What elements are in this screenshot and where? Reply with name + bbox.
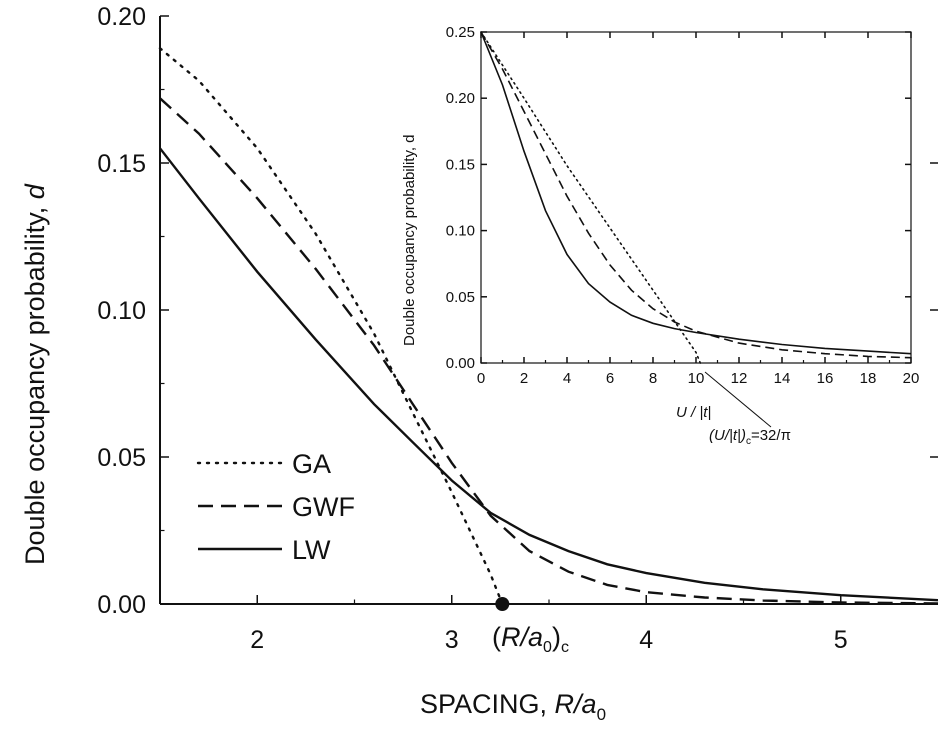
inset-y-tick-label: 0.20 bbox=[446, 90, 475, 107]
main-y-tick-label: 0.05 bbox=[97, 444, 146, 472]
inset-x-tick-label: 10 bbox=[688, 370, 705, 387]
inset-x-tick-label: 20 bbox=[903, 370, 920, 387]
main-y-tick-label: 0.10 bbox=[97, 297, 146, 325]
inset-x-tick-label: 2 bbox=[520, 370, 528, 387]
inset-x-tick-label: 6 bbox=[606, 370, 614, 387]
inset-x-tick-label: 16 bbox=[817, 370, 834, 387]
main-series-lines bbox=[158, 47, 938, 606]
inset-series-lw bbox=[480, 31, 912, 355]
inset-x-tick-label: 4 bbox=[563, 370, 571, 387]
main-x-tick-label: 3 bbox=[445, 626, 459, 654]
inset-y-tick-label: 0.00 bbox=[446, 355, 475, 372]
inset-ticks: 0 2 4 6 8 10 12 14 16 18 20 0.00 0.05 0.10 0.15 0.20 0.2… bbox=[446, 24, 920, 387]
main-x-tick-label: 5 bbox=[834, 626, 848, 654]
inset-y-tick-label: 0.05 bbox=[446, 289, 475, 306]
main-y-tick-label: 0.00 bbox=[97, 591, 146, 619]
inset-chart: 0 2 4 6 8 10 12 14 16 18 20 0.00 0.05 0.10 0.15 0.20 0.2… bbox=[401, 24, 919, 447]
inset-y-tick-label: 0.10 bbox=[446, 223, 475, 240]
main-series-lw bbox=[159, 147, 938, 602]
annotation-leader-line bbox=[704, 371, 772, 428]
legend: GA GWF LW bbox=[196, 449, 355, 565]
inset-x-tick-label: 8 bbox=[649, 370, 657, 387]
main-chart: 2 3 4 5 0.00 0.05 0.10 0.15 0.20 (R/a0)c SPACING… bbox=[20, 3, 938, 724]
inset-series-ga bbox=[480, 31, 702, 364]
inset-y-tick-label: 0.15 bbox=[446, 156, 475, 173]
main-y-axis-label: Double occupancy probability, d bbox=[20, 183, 50, 565]
inset-series-lines bbox=[480, 31, 912, 364]
main-x-tick-label: 2 bbox=[250, 626, 264, 654]
main-ticks: 2 3 4 5 0.00 0.05 0.10 0.15 0.20 bbox=[97, 3, 938, 654]
main-series-gwf bbox=[159, 97, 938, 605]
inset-background bbox=[481, 32, 911, 363]
inset-series-gwf bbox=[480, 31, 912, 359]
legend-label-lw: LW bbox=[292, 535, 331, 565]
inset-x-tick-label: 14 bbox=[774, 370, 791, 387]
critical-point-label: (R/a0)c bbox=[492, 622, 569, 656]
inset-y-tick-label: 0.25 bbox=[446, 24, 475, 41]
inset-x-tick-label: 12 bbox=[731, 370, 748, 387]
main-y-tick-label: 0.15 bbox=[97, 150, 146, 178]
inset-annotation: (U/|t|)c=32/π bbox=[709, 427, 791, 447]
main-x-axis-label: SPACING, R/a0 bbox=[420, 689, 606, 724]
legend-label-ga: GA bbox=[292, 449, 331, 479]
legend-label-gwf: GWF bbox=[292, 492, 355, 522]
inset-y-axis-label: Double occupancy probability, d bbox=[401, 134, 418, 346]
main-series-ga bbox=[158, 47, 504, 606]
inset-x-tick-label: 18 bbox=[860, 370, 877, 387]
inset-x-axis-label: U / |t| bbox=[676, 404, 711, 421]
critical-point-marker bbox=[495, 597, 510, 611]
inset-x-tick-label: 0 bbox=[477, 370, 485, 387]
main-x-tick-label: 4 bbox=[639, 626, 653, 654]
main-y-tick-label: 0.20 bbox=[97, 3, 146, 31]
